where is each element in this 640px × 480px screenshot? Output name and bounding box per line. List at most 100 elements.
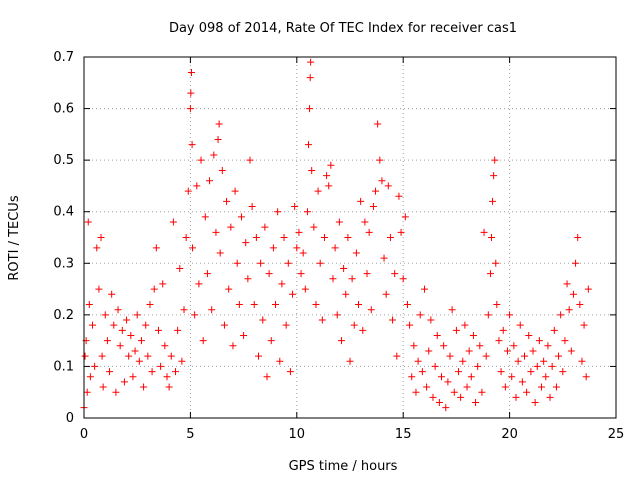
data-point — [478, 388, 486, 396]
data-point — [418, 368, 426, 376]
data-point — [578, 357, 586, 365]
data-point — [237, 213, 245, 221]
data-point — [576, 301, 584, 309]
data-point — [84, 218, 92, 226]
data-point — [123, 316, 131, 324]
x-tick-label: 20 — [501, 427, 518, 442]
data-point — [195, 280, 203, 288]
data-point — [544, 342, 552, 350]
y-tick-label: 0.2 — [53, 308, 74, 323]
data-point — [269, 244, 277, 252]
data-point — [433, 331, 441, 339]
data-point — [182, 234, 190, 241]
data-point — [112, 388, 120, 396]
data-points — [80, 58, 592, 412]
data-point — [503, 347, 511, 355]
data-point — [527, 368, 535, 376]
data-point — [337, 337, 345, 345]
data-point — [201, 213, 209, 221]
data-point — [467, 373, 475, 381]
data-point — [278, 280, 286, 288]
data-point — [218, 166, 226, 174]
data-point — [210, 151, 218, 159]
data-point — [369, 203, 377, 211]
data-point — [374, 120, 382, 128]
data-point — [580, 321, 588, 329]
data-point — [442, 404, 450, 412]
data-point — [535, 337, 543, 345]
data-point — [427, 316, 435, 324]
data-point — [482, 352, 490, 360]
data-point — [291, 203, 299, 211]
data-point — [242, 239, 250, 247]
data-point — [263, 373, 271, 381]
data-point — [493, 301, 501, 309]
data-point — [320, 234, 328, 241]
data-point — [191, 311, 199, 319]
plot-frame — [83, 56, 617, 419]
data-point — [548, 362, 556, 370]
data-point — [565, 306, 573, 314]
data-point — [125, 352, 133, 360]
data-point — [461, 321, 469, 329]
data-point — [569, 290, 577, 298]
data-point — [189, 244, 197, 252]
data-point — [342, 290, 350, 298]
data-point — [340, 264, 348, 272]
data-point — [272, 301, 280, 309]
data-point — [120, 378, 128, 386]
data-point — [184, 187, 192, 195]
data-point — [148, 368, 156, 376]
data-point — [318, 316, 326, 324]
data-point — [267, 337, 275, 345]
data-point — [350, 321, 358, 329]
data-point — [129, 373, 137, 381]
gridlines — [84, 57, 616, 418]
y-tick-label: 0.5 — [53, 153, 74, 168]
data-point — [335, 218, 343, 226]
data-point — [233, 259, 241, 267]
y-tick-label: 0.4 — [53, 205, 74, 220]
data-point — [399, 275, 407, 283]
data-point — [293, 244, 301, 252]
data-point — [414, 357, 422, 365]
data-point — [106, 368, 114, 376]
data-point — [306, 74, 314, 82]
data-point — [512, 393, 520, 401]
data-point — [516, 321, 524, 329]
data-point — [412, 388, 420, 396]
data-point — [395, 192, 403, 200]
data-point — [561, 337, 569, 345]
data-point — [215, 120, 223, 128]
data-point — [98, 352, 106, 360]
data-point — [231, 187, 239, 195]
data-point — [546, 393, 554, 401]
data-point — [246, 156, 254, 164]
y-tick-label: 0.1 — [53, 359, 74, 374]
data-point — [465, 347, 473, 355]
data-point — [429, 393, 437, 401]
data-point — [103, 337, 111, 345]
data-point — [227, 223, 235, 231]
data-point — [135, 357, 143, 365]
data-point — [403, 301, 411, 309]
data-point — [220, 321, 228, 329]
data-point — [172, 368, 180, 376]
data-point — [346, 357, 354, 365]
data-point — [86, 373, 94, 381]
data-point — [352, 249, 360, 257]
data-point — [165, 383, 173, 391]
data-point — [492, 259, 500, 267]
data-point — [259, 316, 267, 324]
data-point — [499, 326, 507, 334]
data-point — [384, 182, 392, 190]
data-point — [286, 368, 294, 376]
data-point — [367, 306, 375, 314]
data-point — [91, 362, 99, 370]
x-tick-label: 15 — [395, 427, 412, 442]
data-point — [446, 352, 454, 360]
data-point — [235, 301, 243, 309]
data-point — [144, 352, 152, 360]
data-point — [378, 177, 386, 185]
